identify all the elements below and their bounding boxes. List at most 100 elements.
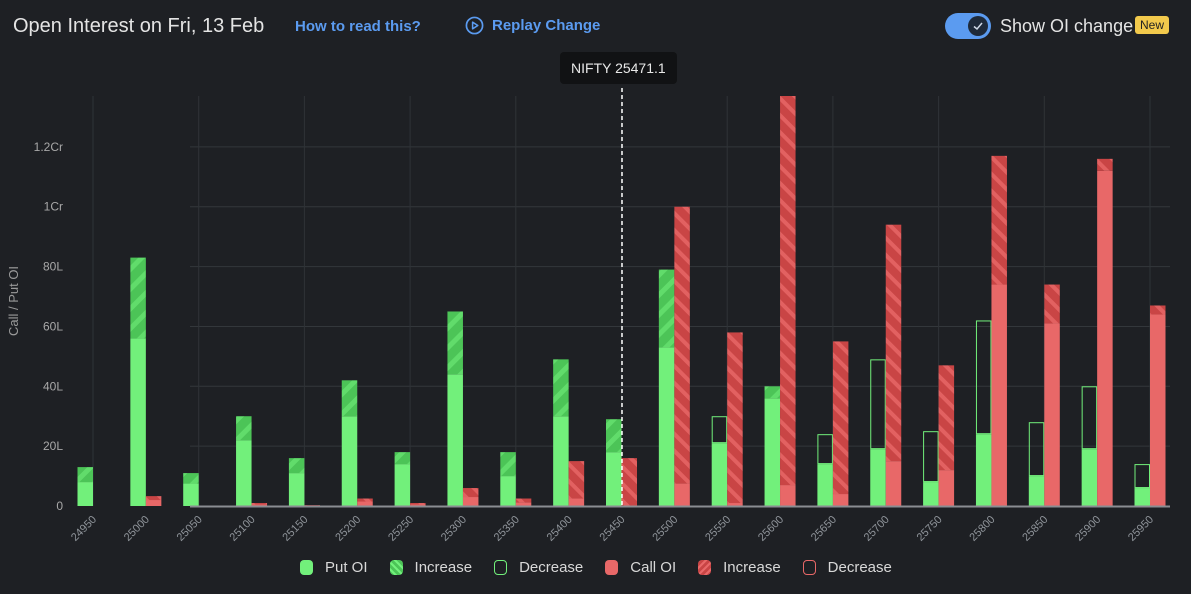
put-increase-bar	[236, 416, 252, 441]
how-to-read-link[interactable]: How to read this?	[295, 18, 421, 35]
call-increase-bar	[885, 224, 902, 462]
call-oi-bar	[251, 504, 268, 506]
call-increase-bar	[991, 155, 1007, 285]
show-oi-change-toggle[interactable]	[945, 13, 991, 39]
x-tick-label: 25850	[1020, 514, 1050, 544]
put-decrease-bar	[817, 434, 833, 465]
put-increase-bar	[341, 380, 358, 417]
put-oi-bar	[447, 374, 463, 506]
check-icon	[968, 16, 988, 36]
x-tick-label: 25150	[280, 514, 310, 544]
x-tick-label: 25650	[809, 514, 839, 544]
call-oi-bar	[1044, 323, 1060, 506]
new-badge: New	[1135, 16, 1170, 34]
put-increase-bar	[183, 473, 199, 484]
call-oi-bar	[515, 502, 532, 506]
put-increase-bar	[500, 452, 516, 477]
spot-price-tooltip: NIFTY 25471.1	[560, 52, 677, 84]
y-tick-label: 40L	[43, 379, 63, 393]
call-oi-bar	[410, 504, 426, 506]
call-increase-bar	[251, 503, 268, 505]
x-tick-label: 25000	[122, 514, 152, 544]
put-oi-bar	[606, 452, 622, 506]
put-oi-bar	[130, 338, 146, 506]
legend-item-call-outline[interactable]: Decrease	[802, 559, 892, 576]
call-oi-bar	[357, 501, 373, 506]
call-oi-bar	[991, 284, 1007, 506]
legend-label: Call OI	[630, 559, 677, 576]
put-decrease-bar	[870, 359, 886, 450]
put-oi-bar	[764, 398, 781, 506]
legend-swatch	[494, 560, 508, 575]
y-tick-label: 0	[56, 499, 63, 513]
call-increase-bar	[568, 461, 585, 499]
put-oi-bar	[870, 449, 886, 506]
call-increase-bar	[145, 496, 162, 501]
show-oi-change-label: Show OI change	[1000, 16, 1134, 36]
call-increase-bar	[462, 488, 479, 498]
call-oi-bar	[832, 494, 849, 506]
x-tick-label: 25500	[650, 514, 680, 544]
call-oi-bar	[780, 485, 796, 506]
call-oi-bar	[568, 498, 585, 506]
call-increase-bar	[832, 341, 849, 495]
call-increase-bar	[938, 365, 955, 471]
call-oi-bar	[885, 461, 902, 506]
x-tick-label: 24950	[69, 514, 99, 544]
x-tick-label: 25550	[703, 514, 733, 544]
put-decrease-bar	[1134, 464, 1150, 489]
y-tick-label: 80L	[43, 260, 63, 274]
call-increase-bar	[1044, 284, 1060, 324]
call-oi-bar	[145, 500, 162, 506]
y-tick-label: 60L	[43, 319, 63, 333]
legend-swatch	[300, 560, 313, 575]
x-tick-label: 25100	[228, 514, 258, 544]
put-oi-bar	[817, 464, 833, 506]
put-oi-bar	[77, 482, 93, 506]
put-increase-bar	[553, 359, 569, 417]
legend-label: Increase	[723, 559, 781, 576]
x-tick-label: 25800	[967, 514, 997, 544]
put-increase-bar	[394, 452, 411, 465]
legend-item-call-hatch[interactable]: Increase	[698, 559, 781, 576]
replay-change-label: Replay Change	[492, 17, 601, 34]
put-increase-bar	[658, 269, 675, 348]
call-oi-bar	[938, 470, 955, 506]
call-increase-bar	[1150, 305, 1166, 315]
put-oi-bar	[1134, 488, 1150, 506]
put-increase-bar	[77, 467, 93, 483]
replay-change-button[interactable]: Replay Change	[465, 16, 600, 35]
legend-label: Put OI	[325, 559, 368, 576]
y-tick-label: 1.2Cr	[34, 140, 63, 154]
play-circle-icon	[465, 16, 484, 35]
put-oi-bar	[553, 416, 569, 506]
put-oi-bar	[711, 443, 728, 506]
put-oi-bar	[341, 416, 358, 506]
put-oi-bar	[500, 476, 516, 506]
call-oi-bar	[462, 497, 479, 506]
call-increase-bar	[515, 498, 532, 503]
call-increase-bar	[674, 206, 690, 484]
call-increase-bar	[410, 503, 426, 505]
x-tick-label: 25950	[1126, 514, 1156, 544]
call-oi-bar	[727, 503, 743, 506]
y-axis-label: Call / Put OI	[6, 266, 21, 336]
x-tick-label: 25400	[545, 514, 575, 544]
legend-item-put-outline[interactable]: Decrease	[494, 559, 583, 576]
legend-item-put-hatch[interactable]: Increase	[389, 559, 472, 576]
put-increase-bar	[447, 311, 463, 375]
put-oi-bar	[288, 473, 305, 506]
x-tick-label: 25250	[386, 514, 416, 544]
x-tick-label: 25200	[333, 514, 363, 544]
x-tick-label: 25050	[175, 514, 205, 544]
call-increase-bar	[727, 332, 743, 504]
legend-item-put-solid[interactable]: Put OI	[300, 559, 368, 576]
x-tick-label: 25750	[915, 514, 945, 544]
page-title: Open Interest on Fri, 13 Feb	[13, 15, 265, 37]
put-increase-bar	[606, 419, 622, 453]
call-oi-bar	[674, 483, 690, 506]
legend-item-call-solid[interactable]: Call OI	[605, 559, 676, 576]
put-oi-bar	[1028, 476, 1045, 506]
x-tick-label: 25700	[862, 514, 892, 544]
